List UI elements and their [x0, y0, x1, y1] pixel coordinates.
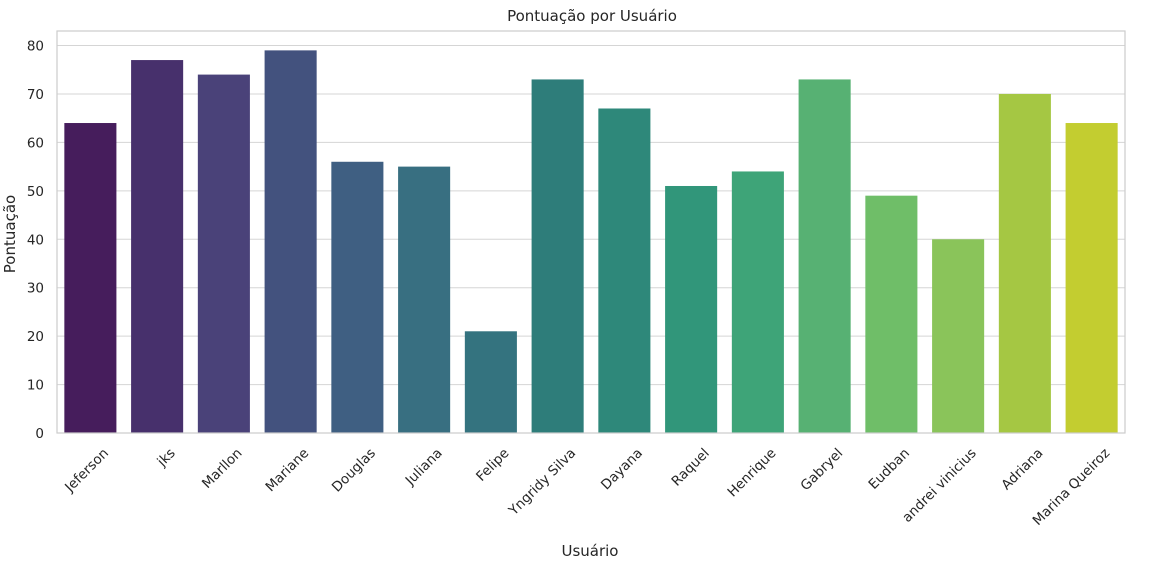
x-tick-label: jks	[154, 445, 179, 470]
x-tick-label: Juliana	[402, 445, 446, 489]
bar	[331, 161, 384, 433]
x-tick-label: Yngridy Silva	[505, 445, 579, 519]
x-tick-label: Dayana	[598, 445, 646, 493]
x-tick-label: Eudban	[866, 445, 913, 492]
bar	[731, 171, 784, 433]
x-tick-label: Henrique	[725, 445, 780, 500]
bar	[932, 239, 985, 433]
x-tick-labels: Jeferson jks Marllon Mariane Douglas Juliana F…	[61, 445, 1113, 529]
y-tick-label: 50	[27, 184, 44, 200]
bar	[598, 108, 651, 434]
x-tick-label: Raquel	[669, 445, 713, 489]
bar	[798, 79, 851, 433]
bar	[865, 195, 918, 433]
bar	[665, 185, 718, 433]
bar	[531, 79, 584, 433]
bar	[398, 166, 451, 434]
bar	[64, 123, 117, 433]
x-tick-label: Felipe	[473, 445, 512, 484]
x-tick-label: Jeferson	[61, 445, 112, 496]
x-axis-label: Usuário	[561, 542, 618, 560]
y-tick-label: 20	[27, 329, 44, 345]
y-tick-label: 40	[27, 232, 44, 248]
chart-title: Pontuação por Usuário	[507, 7, 677, 25]
bar	[131, 60, 184, 433]
y-tick-label: 60	[27, 135, 44, 151]
x-tick-label: Marllon	[199, 445, 246, 492]
x-tick-label: Douglas	[329, 445, 379, 495]
bars	[64, 50, 1118, 434]
bar	[1065, 123, 1118, 433]
plot-frame	[56, 30, 1126, 434]
bar	[998, 93, 1051, 433]
y-tick-label: 70	[27, 87, 44, 103]
y-tick-label: 30	[27, 281, 44, 297]
y-tick-labels: 0 10 20 30 40 50 60 70 80	[27, 39, 44, 442]
x-tick-label: Gabryel	[798, 445, 847, 494]
x-tick-label: Adriana	[998, 445, 1046, 493]
bar	[464, 331, 517, 433]
y-tick-label: 10	[27, 378, 44, 394]
y-tick-label: 0	[35, 426, 44, 442]
y-axis-label: Pontuação	[1, 195, 19, 273]
bar	[264, 50, 317, 433]
bar	[197, 74, 250, 433]
y-tick-label: 80	[27, 39, 44, 55]
x-tick-label: Mariane	[262, 445, 312, 495]
